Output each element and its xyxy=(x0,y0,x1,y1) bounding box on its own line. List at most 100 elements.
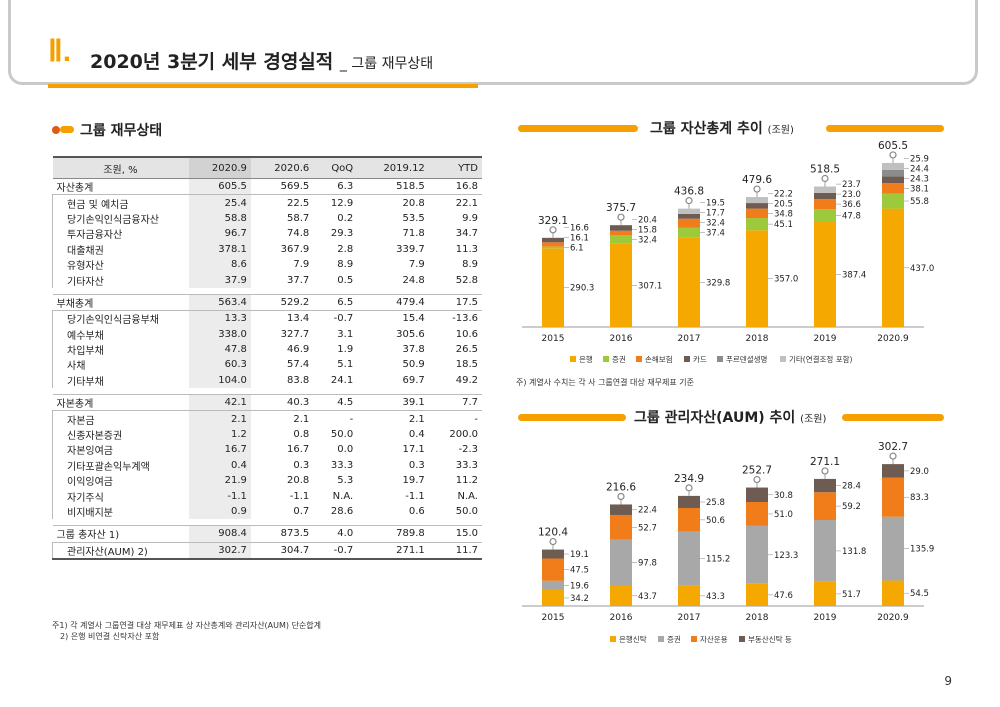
table-cell: 2.1 xyxy=(188,410,251,427)
chart2-bar-segment xyxy=(746,583,768,606)
col-header: 2019.12 xyxy=(357,156,429,179)
table-cell: 22.5 xyxy=(287,197,310,209)
chart1-legend-label: 은행 xyxy=(579,354,593,364)
table-cell: 29.3 xyxy=(330,228,354,240)
table-header-row: 조원, % 2020.9 2020.6 QoQ 2019.12 YTD xyxy=(52,156,482,179)
chart1-data-label: 6.1 xyxy=(570,244,584,254)
table-cell: 58.8 xyxy=(188,210,251,227)
table-cell: 2.1 xyxy=(293,413,310,425)
table-cell: 302.7 xyxy=(188,542,251,560)
table-cell: 16.7 xyxy=(188,442,251,458)
page-title-sub: _ 그룹 재무상태 xyxy=(339,56,434,72)
row-label: 신종자본증권 xyxy=(52,426,189,443)
chart2-category-label: 2015 xyxy=(542,613,565,623)
table-cell: 24.8 xyxy=(402,274,425,286)
chart2-legend-swatch xyxy=(610,636,616,642)
chart1-legend-label: 손해보험 xyxy=(645,354,673,364)
table-cell: 58.7 xyxy=(287,212,310,224)
chart1-data-label: 329.8 xyxy=(706,278,730,288)
row-label: 이익잉여금 xyxy=(52,473,189,489)
chart2-data-label: 25.8 xyxy=(706,498,725,508)
chart2-bar-segment xyxy=(882,477,904,517)
table-cell: -13.6 xyxy=(452,313,478,325)
table-cell: -0.7 xyxy=(313,542,358,560)
chart2-data-label: 30.8 xyxy=(774,491,793,501)
row-label: 비지배지분 xyxy=(52,503,189,520)
chart1-bar-segment xyxy=(542,248,564,327)
table-cell: 49.2 xyxy=(455,374,478,386)
table-row: 자기주식 -1.1 -1.1 N.A. -1.1 N.A. xyxy=(52,488,483,504)
table-row: 당기손익인식금융자산 58.8 58.7 0.2 53.5 9.9 xyxy=(52,210,483,227)
row-label: 자본총계 xyxy=(52,394,189,412)
table-cell: 7.7 xyxy=(428,394,482,412)
table-cell: 21.9 xyxy=(188,473,251,489)
chart2-title-text: 그룹 관리자산(AUM) 추이 xyxy=(634,410,796,426)
table-cell: 0.3 xyxy=(408,459,425,471)
table-cell: -1.1 xyxy=(289,490,310,502)
table-row: 사채 60.3 57.4 5.1 50.9 18.5 xyxy=(52,357,483,373)
chart1-category-label: 2015 xyxy=(542,334,565,344)
table-row: 투자금융자산 96.7 74.8 29.3 71.8 34.7 xyxy=(52,226,483,242)
chart1-legend-label: 기타(연결조정 포함) xyxy=(789,354,853,364)
table-row: 기타포괄손익누계액 0.4 0.3 33.3 0.3 33.3 xyxy=(52,457,483,474)
table-cell: 9.9 xyxy=(462,212,478,224)
table-row: 자본금 2.1 2.1-2.1- xyxy=(52,410,483,427)
chart1-data-label: 307.1 xyxy=(638,281,662,291)
chart1-legend-label: 푸르덴셜생명 xyxy=(726,354,767,364)
table-cell: 40.3 xyxy=(250,394,314,412)
section-number: Ⅱ. xyxy=(48,35,72,68)
chart2-total-marker xyxy=(753,475,761,484)
table-cell: 8.9 xyxy=(462,259,478,271)
col-header: 2020.6 xyxy=(250,156,314,179)
footnote-1: 주1) 각 계열사 그룹연결 대상 재무제표 상 자산총계와 관리자산(AUM)… xyxy=(52,621,322,630)
chart1-data-label: 38.1 xyxy=(910,184,929,194)
chart2-bar-segment xyxy=(678,507,700,532)
chart1-bar-segment xyxy=(814,222,836,327)
table-cell: N.A. xyxy=(457,490,478,502)
table-cell: 873.5 xyxy=(250,525,314,543)
chart1-category-label: 2017 xyxy=(678,334,701,344)
chart2-data-label: 47.6 xyxy=(774,591,793,601)
chart2-title: 그룹 관리자산(AUM) 추이 (조원) xyxy=(634,407,826,427)
chart1-data-label: 24.4 xyxy=(910,164,929,174)
chart1-legend-label: 증권 xyxy=(612,355,626,364)
row-label: 기타부채 xyxy=(52,372,189,389)
chart2-bar-segment xyxy=(814,478,836,493)
page-title: 2020년 3분기 세부 경영실적 _ 그룹 재무상태 xyxy=(90,47,433,74)
chart2-legend-swatch xyxy=(658,636,664,642)
table-cell: 83.8 xyxy=(287,374,310,386)
chart2-bar-segment xyxy=(882,580,904,606)
chart2-total-marker xyxy=(685,484,693,492)
chart1-total-marker xyxy=(617,213,625,221)
chart1-bar-segment xyxy=(746,230,768,327)
chart2-bar-segment xyxy=(610,585,632,606)
table-cell: 0.6 xyxy=(408,506,425,517)
chart2-data-label: 131.8 xyxy=(842,547,866,557)
table-cell: 26.5 xyxy=(455,344,478,356)
chart2-bar-segment xyxy=(542,580,564,590)
table-cell: 529.2 xyxy=(250,293,314,312)
table-row: 자본잉여금 16.7 16.7 0.0 17.1 -2.3 xyxy=(52,442,483,458)
table-cell: 0.0 xyxy=(337,444,354,456)
chart2-total-marker xyxy=(821,467,829,475)
chart2-bar-segment xyxy=(542,558,564,581)
table-cell: 338.0 xyxy=(188,326,251,342)
chart1-category-label: 2016 xyxy=(610,334,633,344)
chart2-title-bar-right xyxy=(842,414,944,421)
chart2-total-marker xyxy=(617,492,625,501)
chart2-category-label: 2020.9 xyxy=(877,613,909,623)
table-cell: 339.7 xyxy=(396,243,425,255)
table-cell: 378.1 xyxy=(188,241,251,257)
chart1-data-label: 37.4 xyxy=(706,229,725,239)
chart2-legend-swatch xyxy=(691,636,697,642)
chart1-data-label: 25.9 xyxy=(910,154,929,164)
chart1-bar-segment xyxy=(610,225,632,231)
chart2-total-label: 302.7 xyxy=(878,441,908,453)
table-cell: 5.1 xyxy=(337,359,354,371)
chart2-data-label: 97.8 xyxy=(638,559,657,569)
table-cell: 5.3 xyxy=(337,475,354,487)
table-cell: N.A. xyxy=(332,490,354,502)
table-cell: 71.8 xyxy=(402,228,425,240)
table-cell: 16.7 xyxy=(287,444,310,456)
table-cell: 42.1 xyxy=(188,394,251,412)
